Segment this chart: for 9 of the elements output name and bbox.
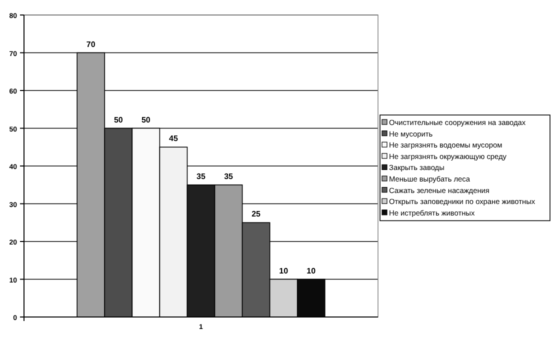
data-label: 50 xyxy=(114,115,124,124)
data-label: 10 xyxy=(306,266,316,276)
data-label: 50 xyxy=(141,115,151,124)
data-label: 70 xyxy=(86,40,96,49)
data-label: 10 xyxy=(279,266,289,276)
data-label: 35 xyxy=(196,172,206,181)
data-label: 35 xyxy=(224,172,234,181)
data-label: 45 xyxy=(169,134,178,144)
data-label: 25 xyxy=(252,210,262,219)
